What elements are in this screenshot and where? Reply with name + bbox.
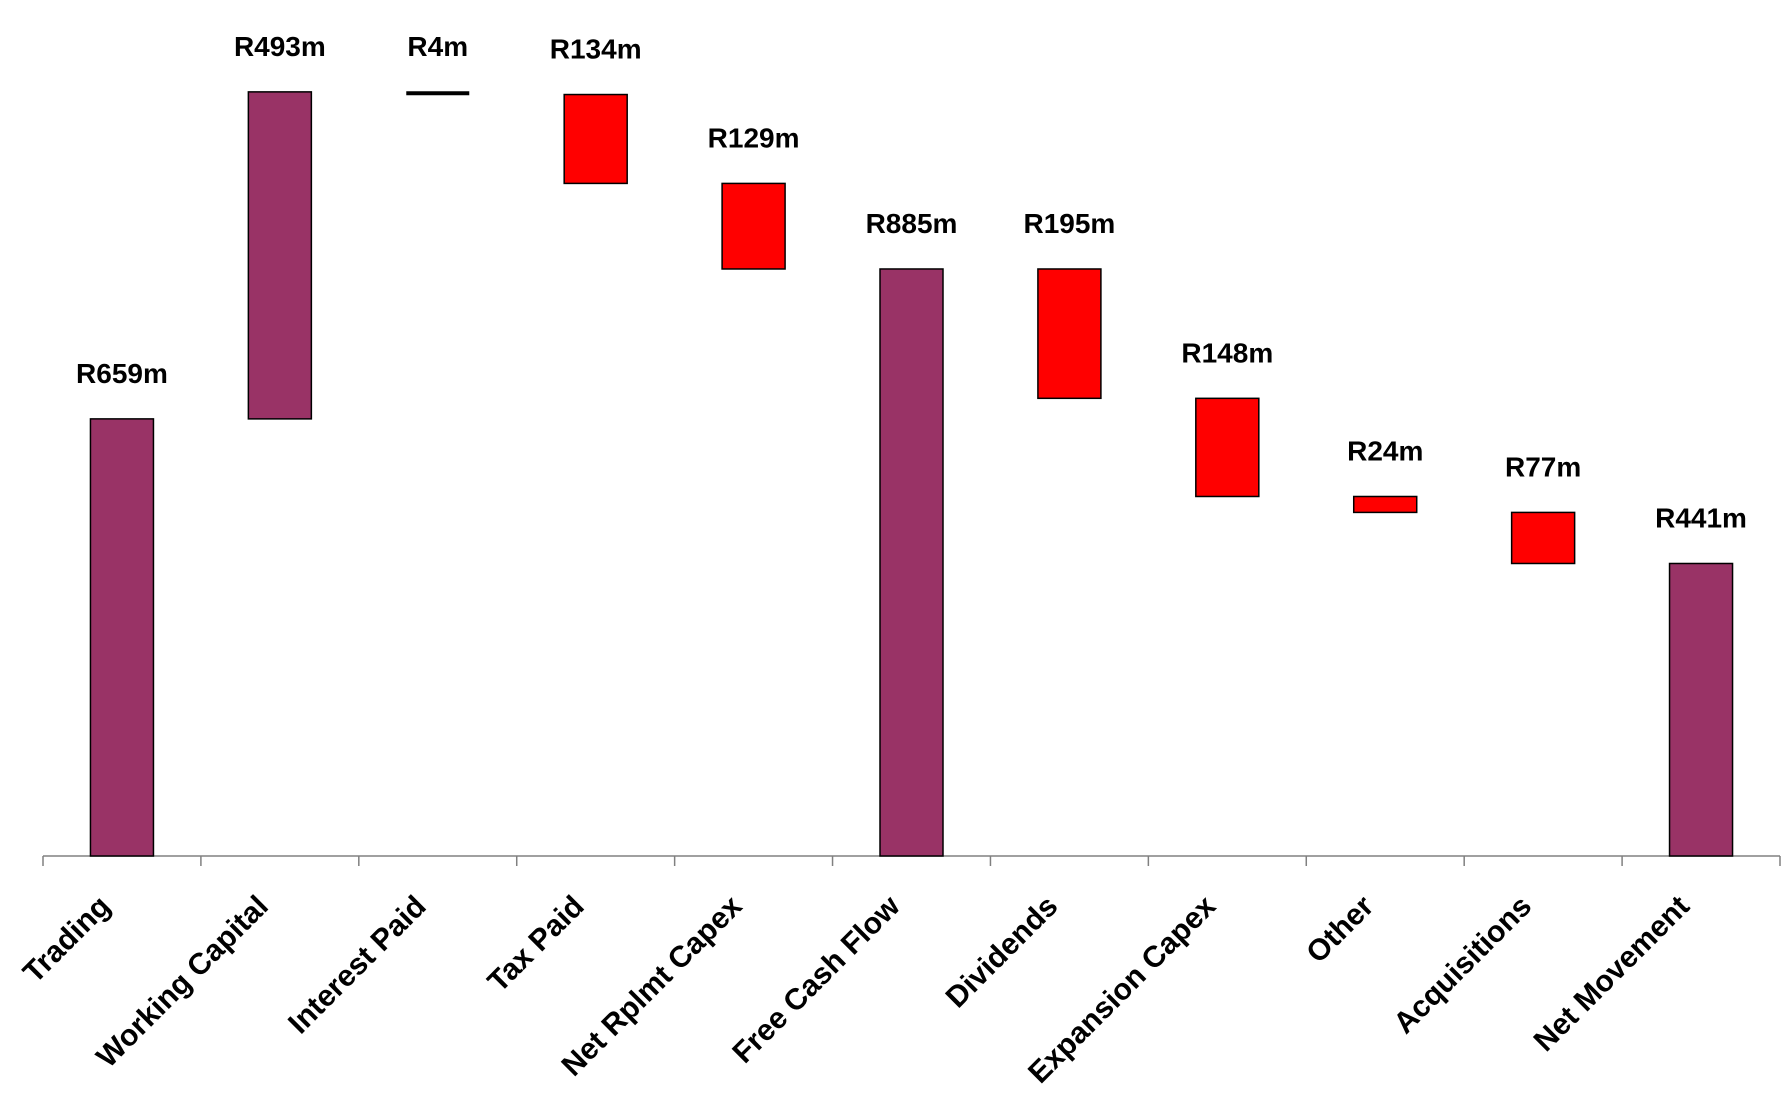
x-tick-label: Free Cash Flow	[726, 889, 907, 1070]
x-tick-label: Tax Paid	[482, 890, 591, 999]
data-label: R4m	[407, 31, 468, 62]
x-tick-label: Interest Paid	[282, 890, 433, 1041]
bar-free-cash-flow	[879, 268, 944, 857]
data-label: R77m	[1505, 451, 1581, 482]
data-label: R493m	[234, 31, 326, 62]
bar-acquisitions	[1510, 511, 1576, 565]
data-label: R441m	[1655, 502, 1747, 533]
data-label: R195m	[1023, 208, 1115, 239]
data-label: R148m	[1181, 337, 1273, 368]
bar-net-movement	[1668, 562, 1734, 857]
x-tick-label: Working Capital	[90, 890, 274, 1074]
x-tick-label: Other	[1300, 889, 1380, 969]
x-axis	[42, 855, 1781, 866]
x-tick-label: Acquisitions	[1387, 890, 1538, 1041]
bar-other	[1352, 495, 1418, 514]
bar-tax-paid	[563, 93, 628, 185]
bar-working-capital	[247, 91, 313, 420]
bar-trading	[89, 418, 155, 857]
x-tick-label: Net Movement	[1528, 890, 1696, 1058]
data-label: R885m	[866, 208, 958, 239]
bar-expansion-capex	[1195, 397, 1260, 498]
x-tick-label: Trading	[17, 890, 117, 990]
x-tick-label: Dividends	[940, 890, 1065, 1015]
bar-net-rplmt-capex	[721, 182, 786, 270]
data-label: R659m	[76, 358, 168, 389]
data-label: R129m	[708, 122, 800, 153]
data-label: R24m	[1347, 435, 1423, 466]
bar-dividends	[1037, 268, 1102, 400]
data-labels: R659m R493m R4m R134m R129m R885m R195m R148m R2…	[76, 31, 1747, 534]
data-label: R134m	[550, 34, 642, 65]
bars	[89, 91, 1734, 857]
